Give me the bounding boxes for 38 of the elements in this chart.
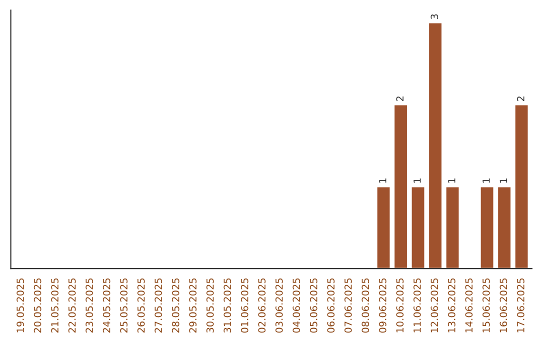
data-label: 1 — [482, 178, 490, 183]
x-tick-label: 13.06.2025 — [448, 278, 456, 332]
x-tick-label: 04.06.2025 — [292, 278, 300, 333]
x-tick-label: 08.06.2025 — [362, 278, 370, 333]
data-label: 1 — [448, 178, 456, 183]
data-label: 3 — [430, 14, 438, 19]
x-tick-label: 25.05.2025 — [120, 278, 128, 333]
x-tick-label: 03.06.2025 — [275, 278, 283, 333]
x-tick-label: 23.05.2025 — [86, 278, 93, 333]
x-tick-label: 09.06.2025 — [378, 278, 386, 333]
x-tick-label: 22.05.2025 — [68, 278, 76, 333]
x-tick-label: 28.05.2025 — [172, 278, 180, 333]
x-tick-label: 01.06.2025 — [240, 278, 248, 333]
data-label: 1 — [379, 178, 386, 183]
x-tick-label: 27.05.2025 — [154, 278, 162, 333]
x-tick-label: 24.05.2025 — [102, 278, 110, 333]
x-tick-label: 26.05.2025 — [137, 278, 145, 333]
data-label: 1 — [500, 178, 507, 183]
x-tick-label: 19.05.2025 — [16, 278, 24, 332]
x-tick-label: 11.06.2025 — [413, 278, 421, 332]
x-tick-label: 05.06.2025 — [310, 278, 318, 333]
x-tick-label: 12.06.2025 — [430, 278, 438, 332]
x-tick-label: 29.05.2025 — [189, 278, 197, 333]
data-label: 2 — [396, 96, 404, 102]
x-tick-label: 31.05.2025 — [224, 278, 232, 333]
x-tick-label: 20.05.2025 — [34, 278, 42, 333]
x-tick-label: 14.06.2025 — [465, 278, 473, 332]
data-label: 1 — [414, 178, 421, 183]
x-tick-label: 21.05.2025 — [51, 278, 58, 333]
x-tick-label: 30.05.2025 — [206, 278, 214, 333]
x-tick-label: 06.06.2025 — [327, 278, 335, 333]
x-tick-label: 07.06.2025 — [344, 278, 352, 333]
x-tick-label: 17.06.2025 — [517, 278, 524, 332]
x-tick-label: 10.06.2025 — [396, 278, 404, 332]
x-tick-label: 02.06.2025 — [258, 278, 266, 333]
x-tick-label: 15.06.2025 — [482, 278, 490, 332]
x-tick-label: 16.06.2025 — [500, 278, 508, 332]
data-label: 2 — [517, 96, 524, 102]
